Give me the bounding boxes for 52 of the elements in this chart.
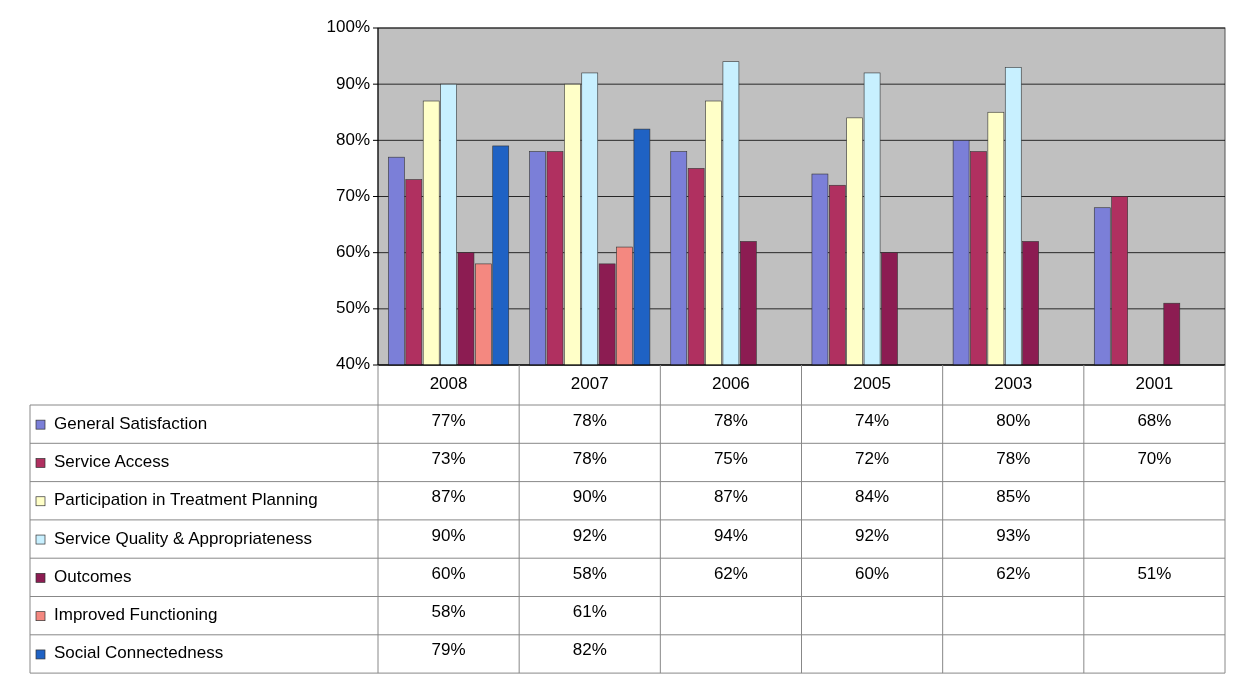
data-label: 58%	[431, 602, 466, 622]
data-label: 93%	[996, 525, 1031, 545]
y-tick-label: 40%	[335, 354, 370, 374]
data-label: 94%	[713, 525, 748, 545]
x-tick-label: 2003	[994, 374, 1033, 394]
data-label: 87%	[713, 487, 748, 507]
data-label: 73%	[431, 448, 466, 468]
y-tick-label: 100%	[326, 17, 370, 37]
data-label: 79%	[431, 640, 466, 660]
x-tick-label: 2001	[1135, 374, 1174, 394]
data-label: 60%	[431, 563, 466, 583]
legend-label: Improved Functioning	[54, 605, 218, 625]
y-tick-label: 50%	[335, 298, 370, 318]
data-label: 51%	[1137, 563, 1172, 583]
data-label: 61%	[572, 602, 607, 622]
data-label: 72%	[855, 448, 890, 468]
data-label: 90%	[431, 525, 466, 545]
legend-label: Service Access	[54, 451, 170, 471]
data-label: 70%	[1137, 448, 1172, 468]
y-tick-label: 70%	[335, 185, 370, 205]
data-label: 74%	[855, 410, 890, 430]
data-label: 90%	[572, 487, 607, 507]
data-label: 60%	[855, 563, 890, 583]
x-tick-label: 2007	[570, 374, 609, 394]
data-label: 87%	[431, 487, 466, 507]
data-label: 68%	[1137, 410, 1172, 430]
data-label: 78%	[713, 410, 748, 430]
x-tick-label: 2006	[712, 374, 750, 394]
data-label: 78%	[572, 410, 607, 430]
data-label: 80%	[996, 410, 1031, 430]
data-label: 84%	[855, 487, 890, 507]
data-label: 78%	[572, 448, 607, 468]
data-label: 62%	[713, 563, 748, 583]
data-label: 85%	[996, 487, 1031, 507]
data-label: 78%	[996, 448, 1031, 468]
x-tick-label: 2008	[429, 374, 468, 394]
legend-label: Participation in Treatment Planning	[54, 490, 318, 510]
y-tick-label: 90%	[335, 73, 370, 93]
legend-label: Social Connectedness	[54, 643, 224, 663]
y-tick-label: 60%	[335, 242, 370, 262]
data-label: 77%	[431, 410, 466, 430]
y-tick-label: 80%	[335, 129, 370, 149]
data-label: 92%	[855, 525, 890, 545]
data-label: 58%	[572, 563, 607, 583]
data-label: 62%	[996, 563, 1031, 583]
data-label: 75%	[713, 448, 748, 468]
data-label: 82%	[572, 640, 607, 660]
x-tick-label: 2005	[853, 374, 891, 394]
legend-label: Outcomes	[54, 566, 132, 586]
legend-label: General Satisfaction	[54, 413, 208, 433]
legend-label: Service Quality & Appropriateness	[54, 528, 312, 548]
data-label: 92%	[572, 525, 607, 545]
